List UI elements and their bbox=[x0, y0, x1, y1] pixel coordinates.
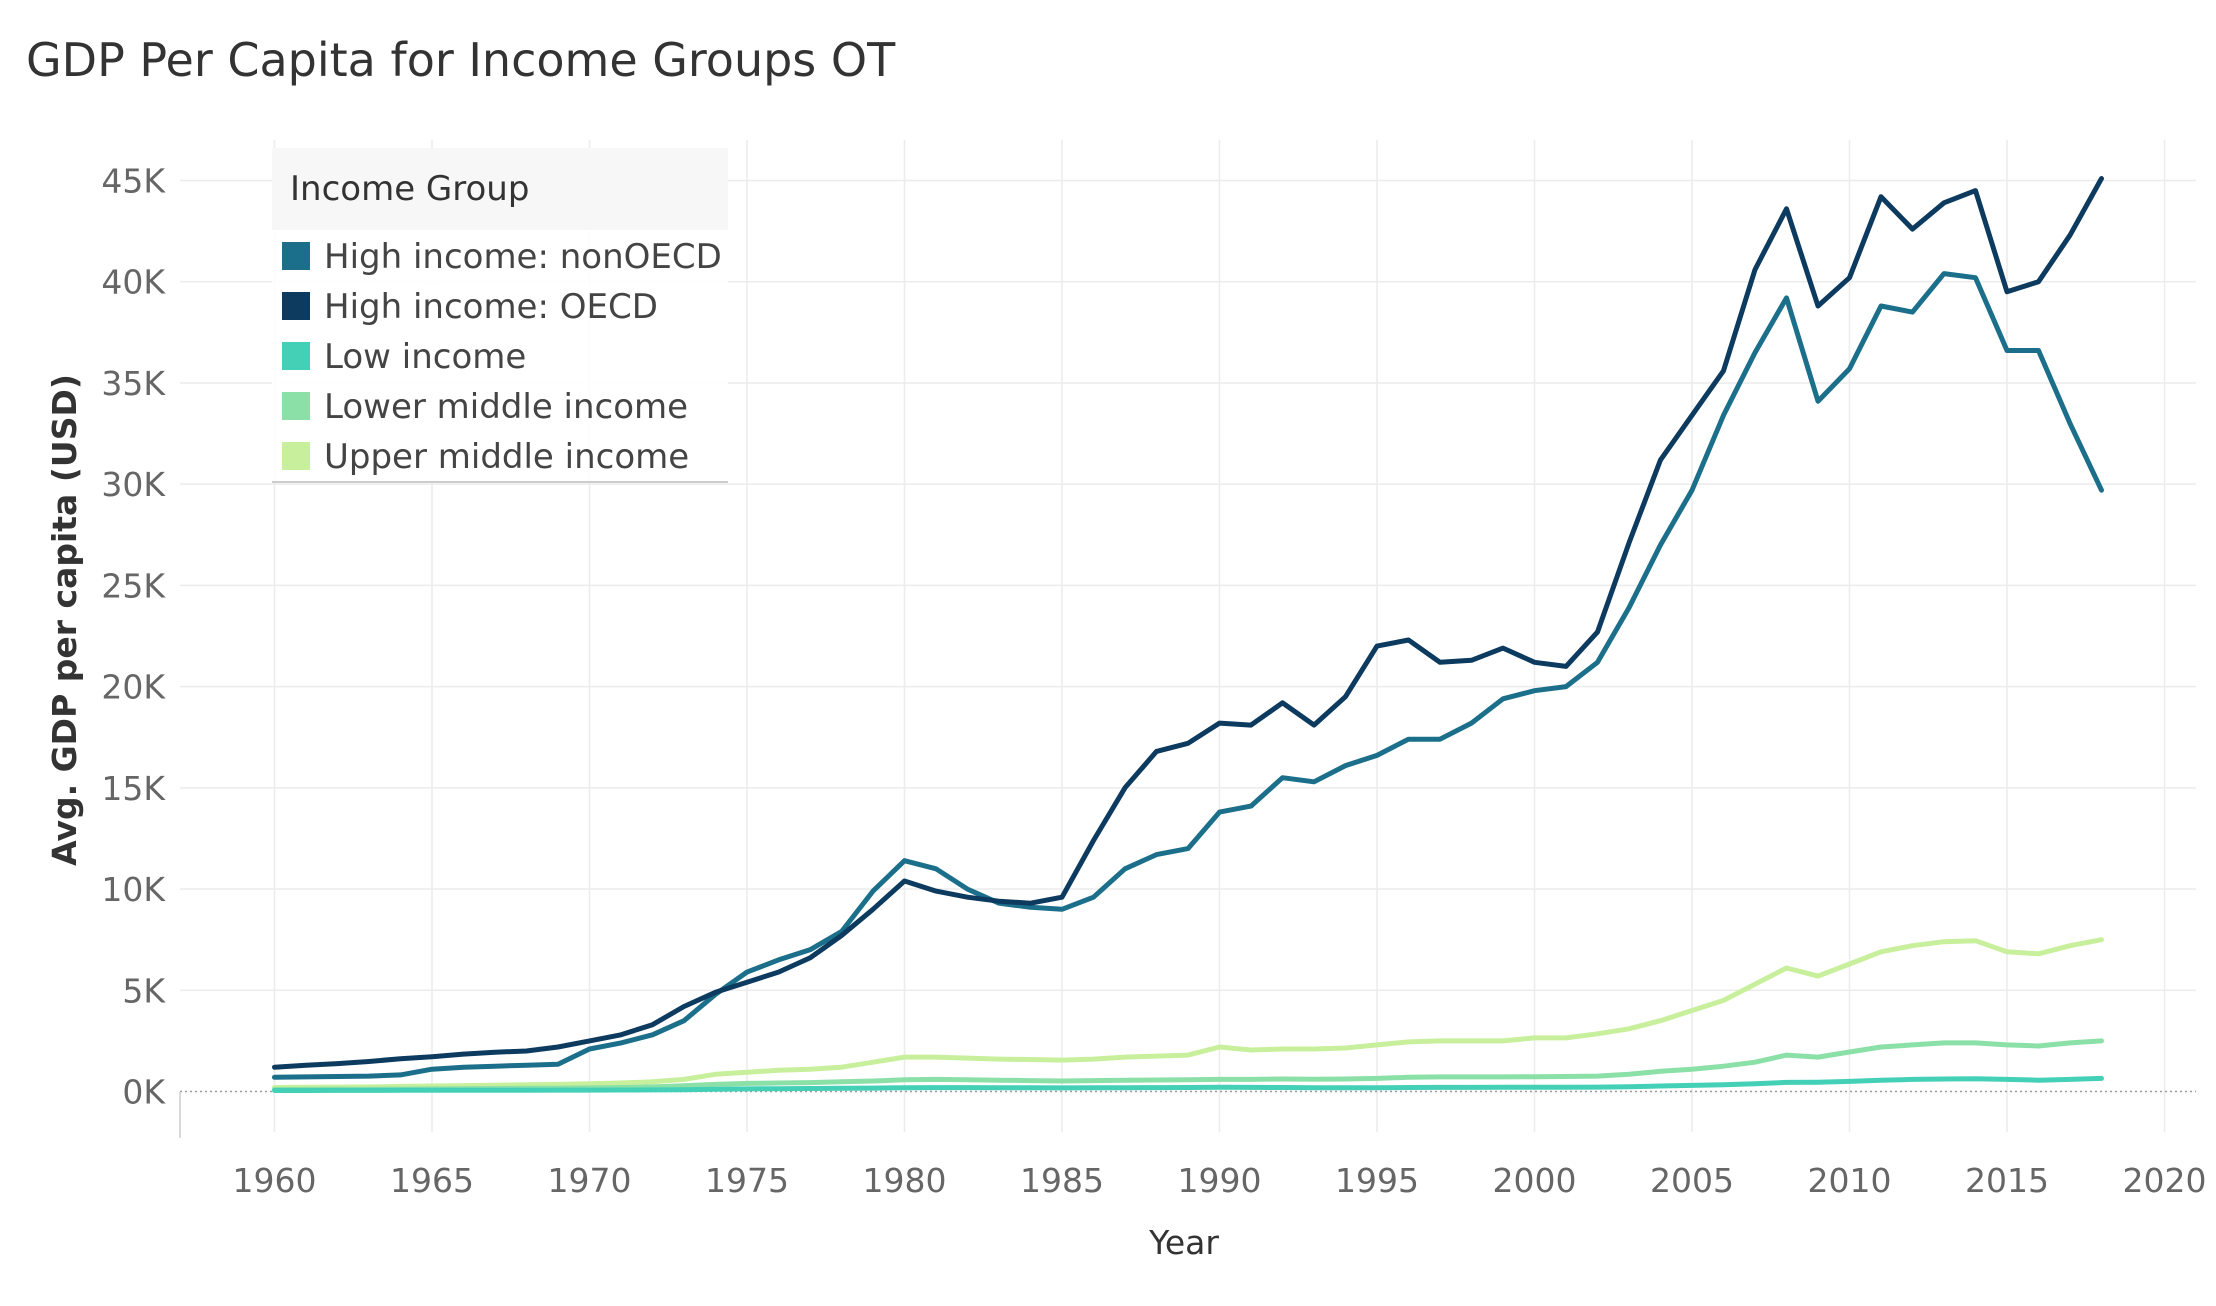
legend-label: Lower middle income bbox=[324, 387, 688, 427]
x-tick-label: 1970 bbox=[548, 1161, 632, 1200]
x-axis-ticks: 1960 1965 1970 1975 1980 1985 1990 1995 2000 2005… bbox=[233, 1161, 2207, 1200]
y-tick-label: 40K bbox=[101, 263, 166, 302]
series-line-high-income-nonoecd bbox=[272, 271, 2104, 1080]
legend-swatch bbox=[282, 442, 310, 470]
y-tick-label: 5K bbox=[122, 971, 166, 1010]
x-tick-label: 2010 bbox=[1808, 1161, 1892, 1200]
y-tick-label: 35K bbox=[101, 364, 166, 403]
y-tick-label: 25K bbox=[101, 566, 166, 605]
legend-swatch bbox=[282, 292, 310, 320]
legend-body-bg bbox=[272, 230, 728, 482]
y-tick-label: 45K bbox=[101, 161, 166, 200]
y-tick-label: 0K bbox=[122, 1073, 166, 1112]
x-tick-label: 1995 bbox=[1335, 1161, 1419, 1200]
x-tick-label: 2015 bbox=[1965, 1161, 2049, 1200]
x-tick-label: 2005 bbox=[1650, 1161, 1734, 1200]
x-tick-label: 2000 bbox=[1493, 1161, 1577, 1200]
legend-swatch bbox=[282, 392, 310, 420]
chart-title: GDP Per Capita for Income Groups OT bbox=[26, 33, 896, 87]
legend-swatch bbox=[282, 242, 310, 270]
legend-title: Income Group bbox=[290, 169, 529, 209]
x-tick-label: 1960 bbox=[233, 1161, 317, 1200]
x-tick-label: 2020 bbox=[2123, 1161, 2207, 1200]
x-tick-label: 1965 bbox=[390, 1161, 474, 1200]
x-tick-label: 1975 bbox=[705, 1161, 789, 1200]
x-tick-label: 1985 bbox=[1020, 1161, 1104, 1200]
y-axis-ticks: 0K 5K 10K 15K 20K 25K 30K 35K 40K 45K bbox=[101, 161, 166, 1111]
y-tick-label: 20K bbox=[101, 668, 166, 707]
legend-items: High income: nonOECD High income: OECD Low… bbox=[282, 237, 722, 477]
series-line-high-income-oecd bbox=[272, 176, 2104, 1070]
legend-label: High income: nonOECD bbox=[324, 237, 722, 277]
y-axis-label: Avg. GDP per capita (USD) bbox=[45, 374, 84, 866]
legend-label: Low income bbox=[324, 337, 526, 377]
x-tick-label: 1980 bbox=[863, 1161, 947, 1200]
y-tick-label: 30K bbox=[101, 465, 166, 504]
series-line-upper-middle-income bbox=[272, 937, 2104, 1090]
x-axis-label: Year bbox=[1148, 1223, 1219, 1262]
x-tick-label: 1990 bbox=[1178, 1161, 1262, 1200]
legend-label: Upper middle income bbox=[324, 437, 689, 477]
series-lines bbox=[272, 176, 2104, 1093]
y-tick-label: 15K bbox=[101, 769, 166, 808]
y-tick-label: 10K bbox=[101, 870, 166, 909]
legend-swatch bbox=[282, 342, 310, 370]
legend-header-bg bbox=[272, 148, 728, 230]
series-line-low-income bbox=[272, 1075, 2104, 1093]
legend-label: High income: OECD bbox=[324, 287, 658, 327]
